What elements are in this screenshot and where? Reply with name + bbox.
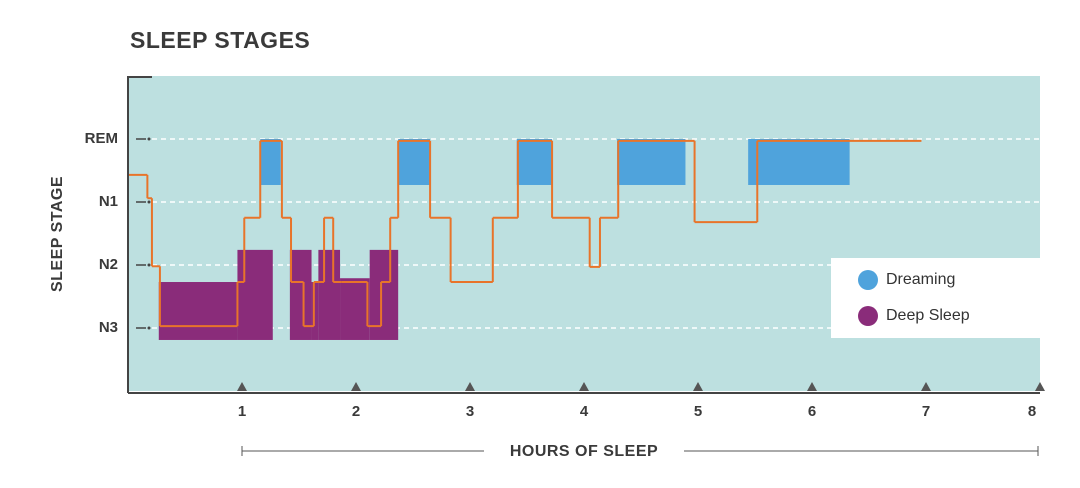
region-block — [748, 139, 850, 185]
region-block — [398, 139, 431, 185]
region-block — [311, 282, 319, 340]
region-block — [237, 249, 273, 340]
chart-title: SLEEP STAGES — [130, 27, 310, 53]
x-tick-label: 1 — [238, 403, 246, 420]
x-tick-mark — [1035, 382, 1045, 391]
region-block — [340, 278, 370, 340]
x-axis-title: HOURS OF SLEEP — [510, 443, 658, 460]
x-tick-mark — [693, 382, 703, 391]
x-tick-label: 6 — [808, 403, 816, 420]
y-tick-label: N3 — [99, 319, 118, 336]
y-axis-title: SLEEP STAGE — [49, 176, 66, 292]
region-block — [318, 249, 341, 340]
legend-label: Deep Sleep — [886, 307, 970, 324]
x-tick-label: 8 — [1028, 403, 1036, 420]
x-tick-label: 3 — [466, 403, 474, 420]
x-tick-mark — [351, 382, 361, 391]
y-tick-dot — [147, 263, 151, 267]
region-block — [369, 249, 399, 340]
legend-box — [831, 258, 1040, 338]
region-block — [516, 139, 553, 185]
y-tick-dot — [147, 137, 151, 141]
x-tick-label: 5 — [694, 403, 702, 420]
region-block — [260, 139, 281, 185]
x-tick-label: 2 — [352, 403, 360, 420]
region-block — [289, 249, 312, 340]
x-tick-mark — [237, 382, 247, 391]
legend-label: Dreaming — [886, 271, 955, 288]
region-block — [617, 139, 686, 185]
x-tick-mark — [807, 382, 817, 391]
x-tick-mark — [921, 382, 931, 391]
y-tick-label: N2 — [99, 256, 118, 273]
y-tick-dot — [147, 200, 151, 204]
x-tick-mark — [579, 382, 589, 391]
x-axis-title-gap — [484, 440, 684, 462]
x-tick-mark — [465, 382, 475, 391]
y-tick-dot — [147, 326, 151, 330]
y-tick-label: N1 — [99, 193, 118, 210]
y-tick-label: REM — [85, 130, 118, 147]
region-block — [158, 282, 238, 340]
legend-swatch — [858, 306, 878, 326]
legend-swatch — [858, 270, 878, 290]
x-tick-label: 7 — [922, 403, 930, 420]
x-tick-label: 4 — [580, 403, 589, 420]
plot-background — [128, 76, 1040, 391]
